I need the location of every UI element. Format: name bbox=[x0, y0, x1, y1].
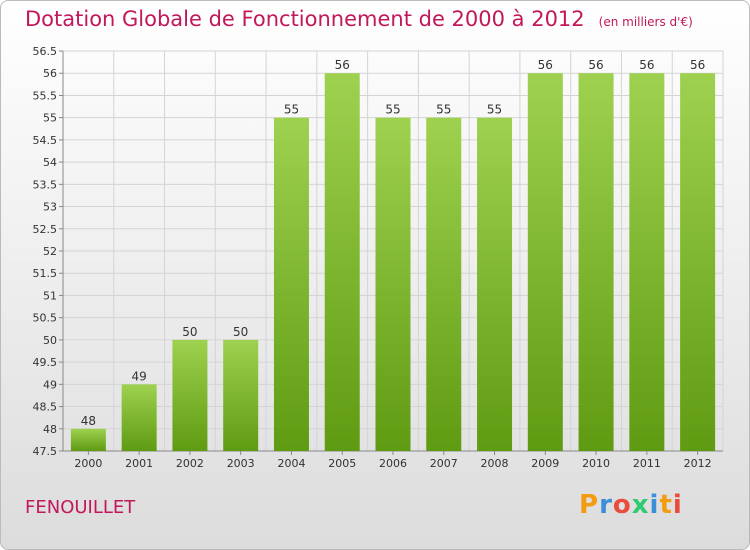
y-tick-label: 56.5 bbox=[33, 45, 58, 58]
x-tick-label: 2004 bbox=[277, 457, 305, 470]
x-tick-label: 2002 bbox=[176, 457, 204, 470]
y-tick-labels: 47.5 48 48.5 49 49.5 50 50.5 51 51.5 52 52.5 53 53.5… bbox=[33, 45, 58, 458]
y-tick-label: 52.5 bbox=[33, 223, 58, 236]
y-tick-label: 49.5 bbox=[33, 356, 58, 369]
x-tick-label: 2008 bbox=[481, 457, 509, 470]
bar bbox=[629, 73, 665, 451]
y-tick-label: 54.5 bbox=[33, 134, 58, 147]
bar-value-label: 50 bbox=[182, 325, 197, 339]
logo-letter: o bbox=[612, 490, 632, 520]
logo-letter: P bbox=[579, 490, 600, 520]
bar bbox=[121, 384, 157, 451]
y-tick-label: 55 bbox=[43, 112, 57, 125]
bar bbox=[324, 73, 360, 451]
bar bbox=[70, 428, 106, 451]
x-tick-label: 2003 bbox=[227, 457, 255, 470]
bar-value-label: 55 bbox=[284, 103, 299, 117]
commune-name: FENOUILLET bbox=[25, 497, 136, 518]
chart-title: Dotation Globale de Fonctionnement de 20… bbox=[25, 7, 693, 31]
bar bbox=[426, 117, 462, 452]
logo-letter: x bbox=[631, 490, 650, 520]
bar-value-label: 48 bbox=[81, 414, 96, 428]
y-tick-label: 55.5 bbox=[33, 89, 58, 102]
y-tick-label: 54 bbox=[43, 156, 57, 169]
bar bbox=[477, 117, 513, 452]
bar bbox=[680, 73, 716, 451]
bar bbox=[578, 73, 614, 451]
bar bbox=[527, 73, 563, 451]
chart-unit-label: (en milliers d'€) bbox=[598, 15, 693, 29]
x-tick-label: 2006 bbox=[379, 457, 407, 470]
bar bbox=[375, 117, 411, 452]
bar-value-label: 55 bbox=[385, 103, 400, 117]
bar bbox=[172, 339, 208, 451]
x-tick-label: 2001 bbox=[125, 457, 153, 470]
y-tick-label: 50.5 bbox=[33, 312, 58, 325]
x-tick-label: 2007 bbox=[430, 457, 458, 470]
logo-letter: i bbox=[649, 490, 660, 520]
proxiti-logo: Proxiti bbox=[579, 490, 683, 520]
logo-letter: t bbox=[659, 490, 673, 520]
y-tick-label: 49 bbox=[43, 378, 57, 391]
y-tick-label: 53 bbox=[43, 201, 57, 214]
x-tick-label: 2000 bbox=[74, 457, 102, 470]
bar-value-label: 55 bbox=[487, 103, 502, 117]
bar-value-label: 56 bbox=[588, 58, 603, 72]
bar-value-label: 55 bbox=[436, 103, 451, 117]
y-tick-label: 56 bbox=[43, 67, 57, 80]
y-tick-label: 47.5 bbox=[33, 445, 58, 458]
x-tick-label: 2010 bbox=[582, 457, 610, 470]
bar-value-label: 56 bbox=[335, 58, 350, 72]
y-tick-label: 48.5 bbox=[33, 401, 58, 414]
bar-value-label: 49 bbox=[132, 369, 147, 383]
y-tick-label: 53.5 bbox=[33, 178, 58, 191]
bar bbox=[273, 117, 309, 452]
bar-value-label: 50 bbox=[233, 325, 248, 339]
chart-title-text: Dotation Globale de Fonctionnement de 20… bbox=[25, 7, 585, 31]
bar-value-label: 56 bbox=[639, 58, 654, 72]
x-tick-labels: 2000 2001 2002 2003 2004 2005 2006 2007 2008 2009… bbox=[74, 457, 711, 470]
logo-letter: r bbox=[599, 490, 613, 520]
bar-value-label: 56 bbox=[538, 58, 553, 72]
y-tick-label: 50 bbox=[43, 334, 57, 347]
y-tick-label: 51.5 bbox=[33, 267, 58, 280]
bar-value-labels: 48 49 50 50 55 56 55 55 55 56 56 56 56 bbox=[81, 58, 706, 428]
y-tick-label: 48 bbox=[43, 423, 57, 436]
x-tick-label: 2005 bbox=[328, 457, 356, 470]
bar bbox=[223, 339, 259, 451]
logo-letter: i bbox=[672, 490, 683, 520]
bar-value-label: 56 bbox=[690, 58, 705, 72]
bars bbox=[70, 73, 716, 452]
y-tick-label: 52 bbox=[43, 245, 57, 258]
y-tick-label: 51 bbox=[43, 289, 57, 302]
x-tick-label: 2009 bbox=[531, 457, 559, 470]
x-tick-label: 2012 bbox=[684, 457, 712, 470]
x-tick-label: 2011 bbox=[633, 457, 661, 470]
